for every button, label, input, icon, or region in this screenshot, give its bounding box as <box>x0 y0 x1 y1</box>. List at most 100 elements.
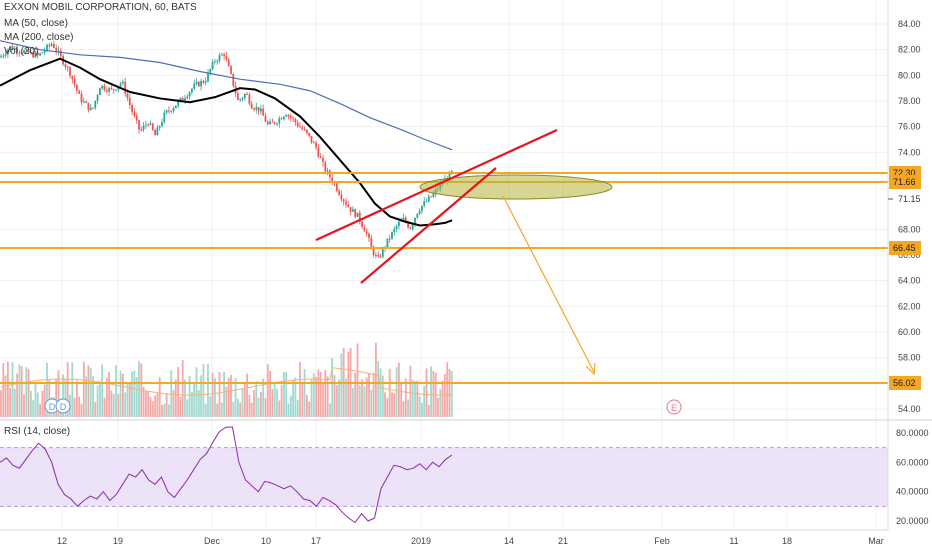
candle-body <box>50 43 53 46</box>
candle-body <box>200 81 202 87</box>
candle-body <box>354 209 357 217</box>
volume-bar <box>76 380 78 417</box>
candle-body <box>255 107 258 110</box>
wedge-upper-trendline[interactable] <box>315 128 558 242</box>
volume-bar <box>135 377 138 417</box>
candle-body <box>248 94 251 104</box>
candle-body <box>135 115 138 121</box>
volume-bar <box>312 373 315 417</box>
candle-body <box>161 122 163 127</box>
candle-body <box>138 120 140 130</box>
volume-bar <box>71 362 74 417</box>
candle-body <box>119 83 122 87</box>
volume-bar <box>278 400 281 417</box>
volume-bar <box>427 404 430 417</box>
vertical-grid <box>61 0 877 530</box>
ma200-legend[interactable]: MA (200, close) <box>4 32 74 43</box>
candle-body <box>335 183 338 191</box>
volume-bar <box>158 377 161 417</box>
candle-body <box>352 209 354 212</box>
volume-bar <box>124 392 127 417</box>
volume-bar <box>271 389 274 417</box>
volume-bar <box>329 403 331 417</box>
volume-bars <box>0 342 453 417</box>
volume-bar <box>126 382 129 417</box>
ma200-line <box>0 40 453 151</box>
candle-body <box>283 116 285 120</box>
volume-bar <box>32 400 35 417</box>
volume-bar <box>423 385 426 417</box>
volume-legend[interactable]: Vol (20) <box>4 46 39 57</box>
price-tick-label: 84.00 <box>898 19 921 29</box>
volume-bar <box>335 385 338 417</box>
candle-body <box>179 98 182 102</box>
symbol-title[interactable]: EXXON MOBIL CORPORATION, 60, BATS <box>4 2 197 13</box>
time-tick-label: 12 <box>57 536 67 546</box>
candle-body <box>377 254 380 257</box>
volume-bar <box>13 388 16 417</box>
time-tick-label: Mar <box>868 536 884 546</box>
level-label: 72.30 <box>893 168 916 178</box>
rsi-legend[interactable]: RSI (14, close) <box>4 426 71 437</box>
candle-body <box>57 50 60 52</box>
candle-body <box>43 50 46 53</box>
volume-bar <box>156 392 159 417</box>
candle-body <box>0 56 2 58</box>
volume-bar <box>11 362 14 417</box>
rsi-tick-label: 60.0000 <box>896 457 929 467</box>
price-axis[interactable]: 84.0082.0080.0078.0076.0074.0068.0066.00… <box>898 19 921 414</box>
candle-body <box>220 54 223 56</box>
volume-bar <box>239 402 242 417</box>
volume-bar <box>218 372 221 417</box>
time-tick-label: 10 <box>261 536 271 546</box>
projection-arrow-line[interactable] <box>502 195 595 373</box>
volume-bar <box>296 399 299 417</box>
volume-bar <box>299 361 301 417</box>
candle-body <box>2 55 5 57</box>
candle-body <box>163 112 166 123</box>
ma50-legend[interactable]: MA (50, close) <box>4 18 68 29</box>
volume-bar <box>285 372 288 417</box>
candle-body <box>317 147 320 157</box>
volume-bar <box>55 379 58 417</box>
time-tick-label: Feb <box>654 536 670 546</box>
candle-body <box>340 194 343 200</box>
candle-body <box>181 98 184 101</box>
volume-bar <box>386 397 389 417</box>
volume-bar <box>179 396 182 417</box>
volume-bar <box>138 361 140 417</box>
volume-bar <box>163 403 166 417</box>
rsi-axis[interactable]: 80.0000 60.0000 40.0000 20.0000 <box>896 428 929 526</box>
dividend-marker-2[interactable]: D <box>55 398 71 414</box>
volume-bar <box>418 396 421 417</box>
volume-bar <box>388 368 391 417</box>
ma50-line <box>0 57 453 227</box>
price-tick-label: 68.00 <box>898 224 921 234</box>
candle-body <box>92 107 94 109</box>
candle-body <box>347 204 350 208</box>
wedge-lower-trendline[interactable] <box>360 167 497 284</box>
candle-body <box>46 44 48 51</box>
candle-body <box>301 127 304 130</box>
volume-bar <box>191 392 193 417</box>
time-axis[interactable]: 12 19 Dec 10 17 2019 14 21 Feb 11 18 Mar <box>57 536 884 546</box>
volume-bar <box>439 388 442 417</box>
candle-body <box>71 75 74 80</box>
volume-bar <box>112 393 115 417</box>
volume-bar <box>195 367 198 417</box>
svg-text:D: D <box>60 402 67 412</box>
candle-body <box>349 207 352 212</box>
earnings-marker[interactable]: E <box>666 399 682 415</box>
candle-body <box>154 130 156 136</box>
volume-bar <box>365 377 368 417</box>
volume-bar <box>165 393 168 417</box>
candle-body <box>216 60 219 62</box>
candle-body <box>34 52 37 58</box>
volume-bar <box>43 384 46 417</box>
candle-body <box>315 142 317 148</box>
candle-body <box>427 196 430 202</box>
candle-body <box>9 46 12 50</box>
